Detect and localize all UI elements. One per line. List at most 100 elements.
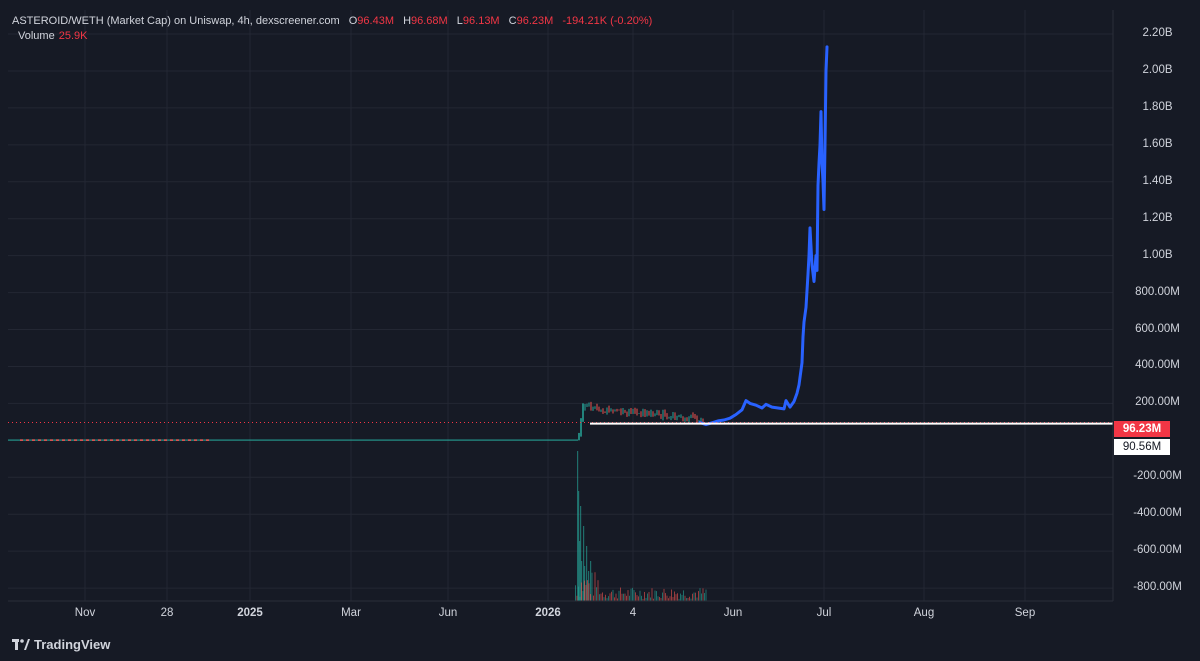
volume-bar [609,593,611,601]
y-tick-label: -400.00M [1133,507,1182,520]
volume-bar [695,592,696,601]
volume-bar [627,590,629,601]
volume-bar [689,596,690,601]
volume-bar [641,595,642,601]
volume-bar [680,593,681,601]
volume-bar [647,593,648,601]
x-tick-label: 4 [629,607,637,619]
volume-bar [693,592,695,601]
high-label: H [403,15,412,27]
y-tick-label: 200.00M [1135,396,1180,409]
drawn-trend-line[interactable] [698,45,829,427]
volume-bar [644,591,645,601]
volume-bar [654,590,656,601]
y-tick-label: -600.00M [1133,544,1182,557]
volume-bar [701,593,702,601]
volume-bars [575,451,707,601]
low-value: 96.13M [462,15,500,27]
volume-bar [612,589,614,601]
volume-bar [659,596,660,601]
horizontal-line-price-tag: 90.56M [1114,439,1170,455]
y-tick-label: -800.00M [1133,581,1182,594]
price-candles [578,401,704,441]
volume-bar [662,592,663,601]
volume-bar [674,591,675,601]
volume-bar [683,590,684,601]
volume-bar [650,597,651,601]
volume-bar [602,592,603,601]
volume-value: 25.9K [58,30,88,42]
volume-bar [687,598,689,601]
x-tick-label: Jul [816,607,832,619]
low-label: L [456,15,463,27]
volume-bar [590,594,591,601]
volume-bar [660,598,662,601]
volume-bar [648,591,650,601]
volume-bar [635,592,636,601]
volume-bar [626,595,627,601]
x-tick-label: Sep [1014,607,1036,619]
volume-bar [681,594,683,601]
volume-bar [617,598,618,601]
y-tick-label: 1.00B [1142,248,1173,261]
volume-bar [668,598,669,601]
drawn-line-path [698,45,829,427]
volume-bar [581,561,583,601]
x-tick-label: 2025 [237,607,263,619]
open-value: 96.43M [357,15,394,27]
close-value: 96.23M [516,15,554,27]
volume-bar [678,598,680,601]
volume-bar [578,491,580,601]
y-tick-label: 1.40B [1142,174,1173,187]
volume-bar [593,595,594,601]
volume-bar [582,591,584,601]
y-tick-label: 1.80B [1142,100,1173,113]
volume-bar [579,596,581,601]
last-price-tag: 96.23M [1114,421,1170,437]
volume-bar [696,597,698,601]
brand-label: TradingView [34,637,111,652]
change-value: -194.21K (-0.20%) [562,15,653,27]
y-tick-label: 1.20B [1142,211,1173,224]
volume-bar [669,596,671,601]
y-tick-label: 600.00M [1135,322,1180,335]
y-tick-label: -200.00M [1133,470,1182,483]
volume-bar [690,598,692,601]
volume-bar [590,561,592,601]
volume-bar [583,526,585,601]
volume-bar [611,591,612,601]
volume-bar [638,596,639,601]
volume-bar [578,586,579,601]
volume-bar [594,572,596,601]
volume-bar [585,585,587,601]
symbol-title[interactable]: ASTEROID/WETH (Market Cap) on Uniswap, 4… [12,15,340,27]
volume-bar [698,591,699,601]
volume-bar [657,596,659,601]
x-tick-label: Jun [723,607,743,619]
volume-label[interactable]: Volume [18,30,55,42]
y-tick-label: 2.20B [1142,27,1173,39]
volume-bar [672,597,674,601]
x-tick-label: 28 [160,607,174,619]
chart-legend: ASTEROID/WETH (Market Cap) on Uniswap, 4… [12,14,652,29]
volume-bar [642,598,644,601]
open-label: O [348,15,358,27]
volume-bar [605,594,606,601]
volume-bar [614,597,615,601]
y-tick-label: 2.00B [1142,63,1173,76]
volume-bar [653,598,654,601]
volume-bar [633,590,635,601]
volume-bar [608,596,609,601]
volume-bar [675,594,677,601]
tradingview-logo[interactable]: TradingView [12,637,110,652]
x-tick-label: Nov [74,607,96,619]
volume-bar [618,590,620,601]
axis-lines [8,10,1114,602]
y-tick-label: 1.60B [1142,137,1173,150]
volume-bar [600,593,602,601]
price-lines [8,422,1113,425]
volume-bar [581,582,582,601]
volume-bar [630,588,632,601]
x-tick-label: 2026 [535,607,561,619]
